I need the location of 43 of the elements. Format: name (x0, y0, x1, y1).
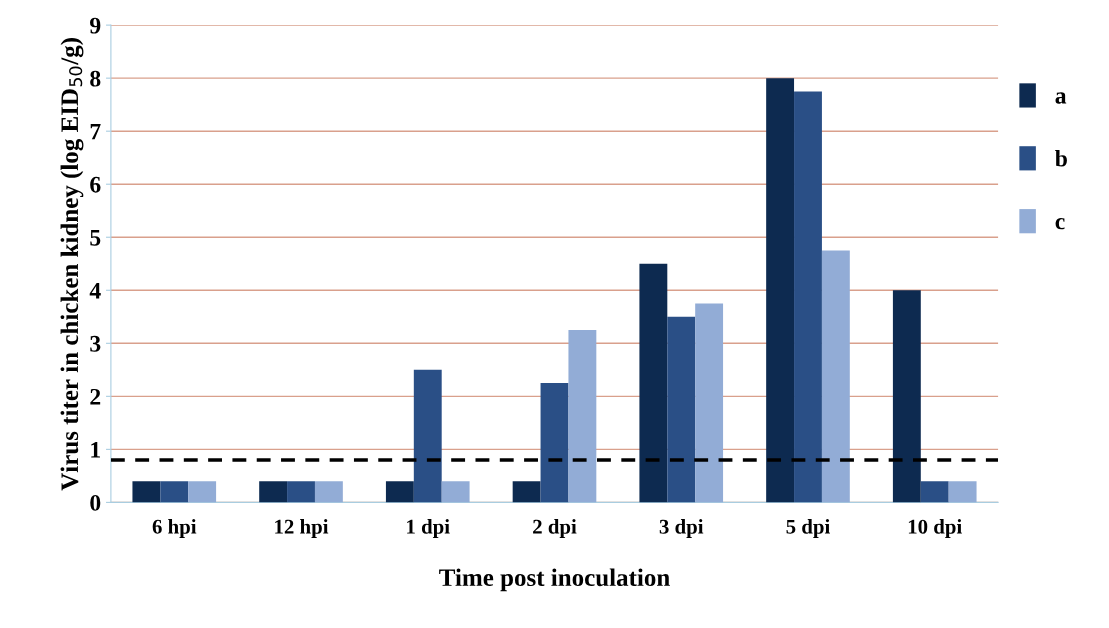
bar (413, 369, 442, 503)
y-tick-label: 0 (90, 494, 101, 511)
x-tick-label: 12 hpi (275, 519, 329, 538)
x-axis-title: Time post inoculation (439, 568, 670, 592)
y-tick-label: 5 (90, 229, 101, 246)
bar (667, 316, 696, 503)
legend-label: b (1055, 149, 1067, 167)
bar (892, 290, 921, 503)
bar (639, 263, 668, 503)
bar (794, 91, 822, 503)
bar (695, 303, 724, 503)
bar (821, 250, 850, 503)
y-axis-title: Virus titer in chicken kidney (log EID$_{50}$/g) (60, 38, 84, 491)
bar (160, 481, 189, 503)
legend-label: c (1055, 218, 1065, 230)
y-tick-label: 8 (90, 70, 101, 87)
x-tick-label: 6 hpi (152, 519, 197, 538)
y-tick-label: 2 (90, 388, 101, 405)
bar (385, 481, 414, 503)
bar (948, 481, 977, 503)
bar (512, 481, 541, 503)
y-tick-label: 1 (91, 441, 100, 458)
y-tick-label: 6 (90, 176, 101, 193)
bar (540, 383, 569, 503)
x-tick-label: 5 dpi (786, 519, 830, 538)
legend-label: a (1055, 92, 1067, 104)
bar (920, 481, 949, 503)
bar (766, 78, 795, 503)
x-tick-label: 3 dpi (659, 519, 704, 538)
y-tick-label: 3 (90, 335, 101, 352)
bar (287, 481, 315, 503)
bar (441, 481, 470, 503)
bar (188, 481, 217, 503)
y-tick-label: 7 (90, 123, 101, 140)
x-tick-label: 1 dpi (407, 519, 450, 538)
y-tick-label: 9 (90, 17, 101, 34)
bar (568, 330, 597, 503)
y-tick-label: 4 (89, 282, 101, 299)
bar (132, 481, 161, 503)
bar (259, 481, 288, 503)
x-tick-label: 10 dpi (908, 519, 962, 538)
x-tick-label: 2 dpi (533, 519, 577, 538)
bar (314, 481, 343, 503)
